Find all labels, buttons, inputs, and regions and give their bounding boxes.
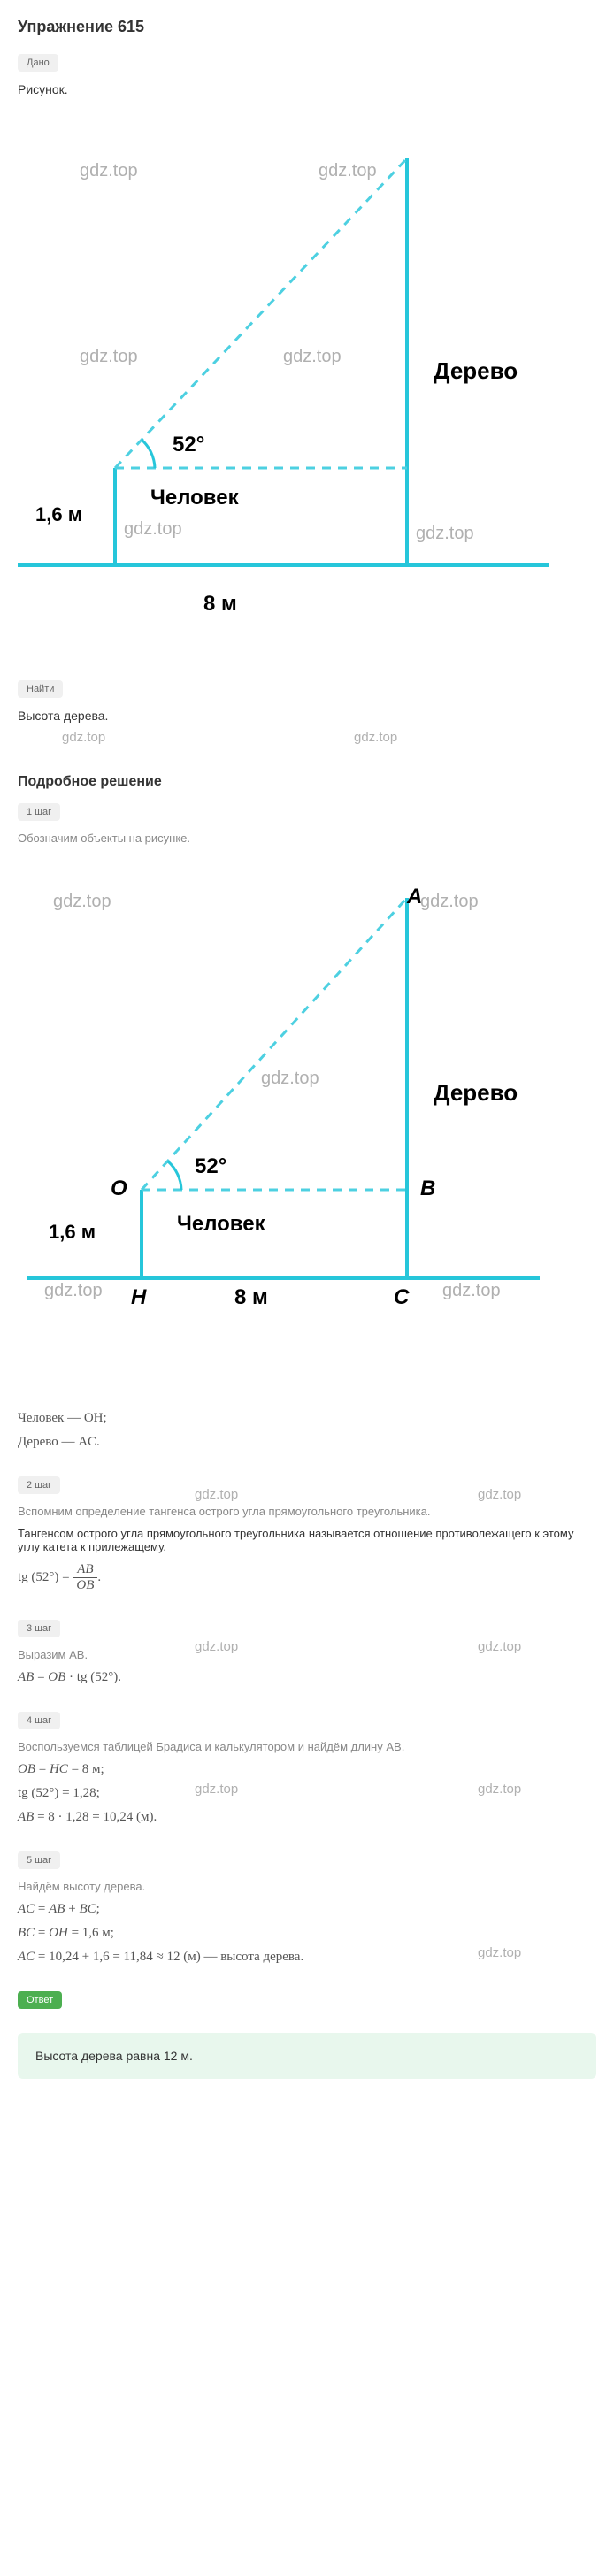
badge-given: Дано: [18, 54, 58, 72]
given-text: Рисунок.: [18, 82, 596, 96]
height-label: 1,6 м: [35, 503, 82, 526]
step4-desc: Воспользуемся таблицей Брадиса и калькул…: [18, 1740, 596, 1753]
angle-arc: [142, 440, 155, 468]
person-label: Человек: [150, 486, 239, 510]
watermark: gdz.top: [195, 1487, 238, 1502]
angle-arc: [168, 1162, 181, 1190]
exercise-title: Упражнение 615: [18, 18, 596, 36]
tg-definition: tg (52°) = ABOB.: [18, 1562, 596, 1593]
badge-step5: 5 шаг: [18, 1852, 60, 1869]
watermark: gdz.top: [44, 1281, 103, 1300]
figure-2: gdz.top gdz.top gdz.top gdz.top gdz.top …: [18, 862, 549, 1349]
watermark: gdz.top: [62, 730, 105, 745]
step1-desc: Обозначим объекты на рисунке.: [18, 832, 596, 845]
watermark: gdz.top: [416, 524, 474, 543]
height-label: 1,6 м: [49, 1221, 96, 1244]
ab-expr: AB = OB · tg (52°).: [18, 1670, 596, 1685]
watermark: gdz.top: [478, 1487, 521, 1502]
watermark: gdz.top: [261, 1069, 319, 1088]
ac-sum: AC = AB + BC;: [18, 1902, 596, 1917]
base-label: 8 м: [203, 592, 237, 617]
tree-assign: Дерево — AC.: [18, 1435, 596, 1450]
point-O: O: [111, 1177, 127, 1201]
watermark: gdz.top: [478, 1782, 521, 1797]
badge-answer: Ответ: [18, 1991, 62, 2009]
watermark: gdz.top: [195, 1639, 238, 1654]
watermark: gdz.top: [80, 347, 138, 366]
point-C: C: [394, 1285, 409, 1310]
person-assign: Человек — OH;: [18, 1411, 596, 1426]
watermark: gdz.top: [319, 161, 377, 180]
badge-step2: 2 шаг: [18, 1476, 60, 1494]
watermark: gdz.top: [124, 519, 182, 539]
watermark: gdz.top: [420, 892, 479, 911]
solution-title: Подробное решение: [18, 774, 596, 790]
base-label: 8 м: [234, 1285, 268, 1310]
answer-box: Высота дерева равна 12 м.: [18, 2033, 596, 2079]
person-label: Человек: [177, 1212, 265, 1237]
figure-1: gdz.top gdz.top gdz.top gdz.top gdz.top …: [18, 114, 549, 645]
point-A: A: [407, 885, 422, 909]
tree-label: Дерево: [434, 357, 518, 385]
watermark: gdz.top: [442, 1281, 501, 1300]
watermark: gdz.top: [478, 1945, 521, 1960]
badge-step1: 1 шаг: [18, 803, 60, 821]
bc-oh: BC = OH = 1,6 м;: [18, 1926, 596, 1941]
watermark: gdz.top: [80, 161, 138, 180]
badge-find: Найти: [18, 680, 63, 698]
ab-val: AB = 8 · 1,28 = 10,24 (м).: [18, 1810, 596, 1825]
watermark: gdz.top: [478, 1639, 521, 1654]
find-text: Высота дерева.: [18, 709, 596, 723]
watermark: gdz.top: [53, 892, 111, 911]
step5-desc: Найдём высоту дерева.: [18, 1880, 596, 1893]
angle-label: 52°: [173, 433, 204, 457]
badge-step4: 4 шаг: [18, 1712, 60, 1729]
watermark: gdz.top: [283, 347, 342, 366]
watermark: gdz.top: [354, 730, 397, 745]
badge-step3: 3 шаг: [18, 1620, 60, 1637]
step2-desc: Вспомним определение тангенса острого уг…: [18, 1505, 596, 1518]
tree-label: Дерево: [434, 1079, 518, 1107]
point-H: H: [131, 1285, 146, 1310]
watermark: gdz.top: [195, 1782, 238, 1797]
dash-hypotenuse: [142, 898, 407, 1190]
dash-hypotenuse: [115, 158, 407, 468]
step2-text: Тангенсом острого угла прямоугольного тр…: [18, 1527, 596, 1553]
angle-label: 52°: [195, 1154, 226, 1179]
point-B: B: [420, 1177, 435, 1201]
ob-hc: OB = HC = 8 м;: [18, 1762, 596, 1777]
